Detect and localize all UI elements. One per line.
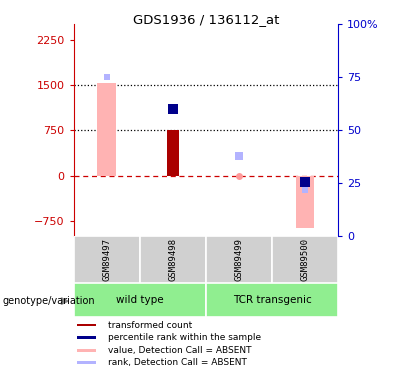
Text: rank, Detection Call = ABSENT: rank, Detection Call = ABSENT xyxy=(108,358,247,368)
Text: genotype/variation: genotype/variation xyxy=(2,296,95,306)
Bar xyxy=(77,324,96,327)
Text: GSM89500: GSM89500 xyxy=(301,238,310,281)
Text: GSM89498: GSM89498 xyxy=(168,238,177,281)
Bar xyxy=(139,236,206,283)
Text: TCR transgenic: TCR transgenic xyxy=(233,295,311,305)
Bar xyxy=(97,83,116,176)
Bar xyxy=(272,236,338,283)
Bar xyxy=(77,349,96,352)
Text: value, Detection Call = ABSENT: value, Detection Call = ABSENT xyxy=(108,346,252,355)
Text: transformed count: transformed count xyxy=(108,321,192,330)
Bar xyxy=(206,236,272,283)
Bar xyxy=(74,283,206,317)
Bar xyxy=(74,236,139,283)
Bar xyxy=(296,176,314,228)
Bar xyxy=(77,336,96,339)
Text: percentile rank within the sample: percentile rank within the sample xyxy=(108,333,261,342)
Text: GSM89499: GSM89499 xyxy=(234,238,243,281)
Bar xyxy=(206,283,338,317)
Text: GDS1936 / 136112_at: GDS1936 / 136112_at xyxy=(133,13,279,26)
Text: wild type: wild type xyxy=(116,295,163,305)
Bar xyxy=(77,362,96,364)
Bar xyxy=(167,130,178,176)
Text: GSM89497: GSM89497 xyxy=(102,238,111,281)
